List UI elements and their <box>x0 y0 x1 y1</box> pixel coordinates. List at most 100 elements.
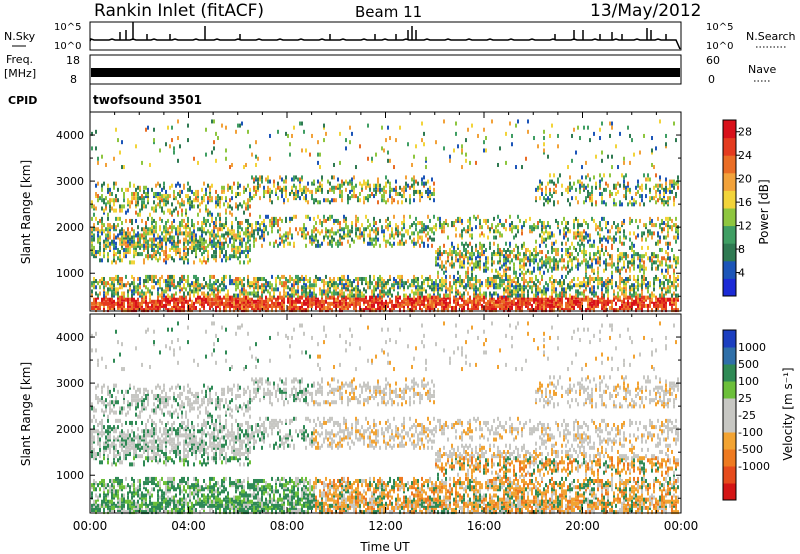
power-cell <box>203 256 205 261</box>
power-cell <box>537 297 539 302</box>
power-cell <box>285 185 287 190</box>
power-cell <box>103 301 105 306</box>
power-cell <box>331 185 333 190</box>
power-cell <box>221 258 223 263</box>
power-cell <box>599 262 601 267</box>
power-cell <box>569 299 571 304</box>
power-cell <box>281 194 283 199</box>
power-cell <box>243 295 245 300</box>
power-cell <box>429 189 431 194</box>
power-cell <box>247 229 249 234</box>
power-cell <box>135 289 137 294</box>
power-cell <box>383 229 385 234</box>
power-cell <box>597 295 599 300</box>
power-cell <box>157 301 159 306</box>
power-cell <box>435 279 437 284</box>
power-cell <box>335 185 337 190</box>
power-cell <box>115 276 117 281</box>
power-cell <box>405 187 407 192</box>
power-cell <box>177 283 179 288</box>
power-cell <box>337 283 339 288</box>
power-cell <box>103 281 105 286</box>
power-cell <box>173 196 175 201</box>
power-cell <box>117 223 119 228</box>
power-cell <box>373 237 375 242</box>
power-cell <box>415 227 417 232</box>
power-cell <box>137 196 139 201</box>
power-cell <box>397 241 399 246</box>
power-cell <box>231 206 233 211</box>
power-cell <box>177 281 179 286</box>
power-cell <box>259 295 261 300</box>
power-cell <box>513 235 515 240</box>
power-cell <box>405 281 407 286</box>
power-cell <box>567 254 569 259</box>
power-cell <box>101 231 103 236</box>
power-cell <box>509 274 511 279</box>
power-cell <box>527 119 529 124</box>
power-cell <box>465 241 467 246</box>
power-cell <box>505 297 507 302</box>
power-cell <box>149 293 151 298</box>
power-cell <box>101 198 103 203</box>
power-cell <box>153 247 155 252</box>
power-cell <box>415 144 417 149</box>
power-cell <box>371 158 373 163</box>
power-cell <box>509 254 511 259</box>
power-cell <box>495 268 497 273</box>
power-cell <box>451 287 453 292</box>
power-cell <box>505 252 507 257</box>
power-cell <box>373 291 375 296</box>
power-cell <box>257 289 259 294</box>
power-cell <box>209 187 211 192</box>
power-cell <box>307 299 309 304</box>
power-cell <box>131 243 133 248</box>
power-cell <box>535 287 537 292</box>
power-cell <box>457 291 459 296</box>
power-cell <box>215 295 217 300</box>
power-cell <box>197 221 199 226</box>
power-cell <box>195 239 197 244</box>
power-cell <box>215 235 217 240</box>
power-cell <box>117 299 119 304</box>
power-cell <box>159 227 161 232</box>
power-cell <box>379 306 381 311</box>
power-cell <box>149 243 151 248</box>
power-cell <box>213 146 215 151</box>
power-cell <box>229 303 231 308</box>
power-cell <box>541 262 543 267</box>
power-cell <box>123 239 125 244</box>
power-cell <box>285 216 287 221</box>
power-cell <box>571 303 573 308</box>
power-cell <box>239 233 241 238</box>
power-cell <box>91 200 93 205</box>
power-cell <box>479 221 481 226</box>
power-cell <box>533 256 535 261</box>
power-cell <box>263 237 265 242</box>
power-cell <box>219 237 221 242</box>
power-cell <box>411 231 413 236</box>
power-cell <box>433 308 435 313</box>
power-cell <box>261 289 263 294</box>
power-cell <box>207 291 209 296</box>
power-cell <box>343 306 345 311</box>
power-cell <box>265 306 267 311</box>
power-cell <box>399 301 401 306</box>
power-cell <box>239 191 241 196</box>
power-cell <box>409 235 411 240</box>
power-cell <box>123 165 125 170</box>
nsky-panel: N.Sky 10^5 10^0 10^5 10^0 N.Search <box>4 21 796 52</box>
power-cell <box>567 227 569 232</box>
power-cell <box>193 225 195 230</box>
power-cell <box>267 231 269 236</box>
power-cell <box>167 254 169 259</box>
power-cell <box>165 198 167 203</box>
power-cell <box>461 308 463 313</box>
power-cell <box>579 243 581 248</box>
power-cell <box>113 276 115 281</box>
power-cell <box>147 254 149 259</box>
power-cell <box>197 191 199 196</box>
power-cell <box>459 260 461 265</box>
power-cell <box>325 218 327 223</box>
power-cell <box>277 223 279 228</box>
